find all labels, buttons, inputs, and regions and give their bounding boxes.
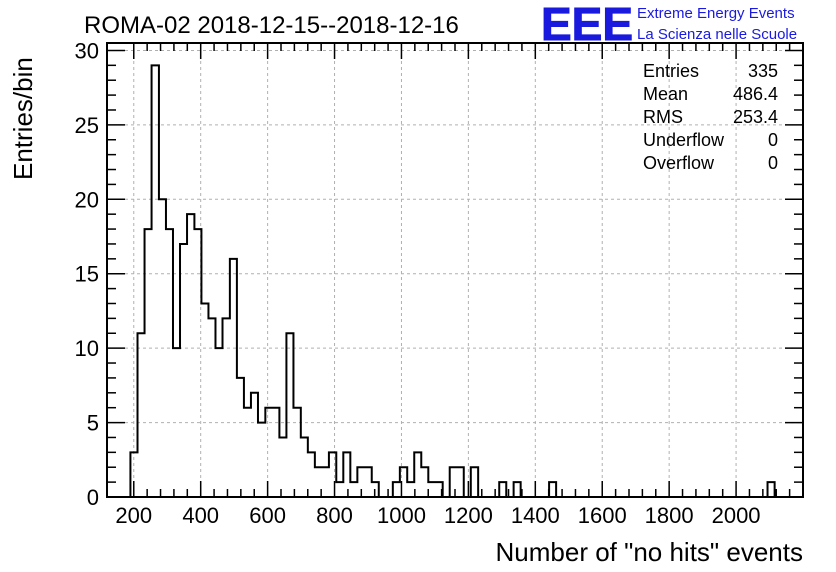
histogram-bin [159, 199, 166, 497]
histogram-bin [258, 423, 265, 497]
histogram-bin [223, 318, 230, 497]
histogram-bin [407, 482, 414, 497]
grid-lines [107, 43, 803, 497]
stats-label: Entries [643, 61, 699, 81]
histogram-bin [272, 408, 279, 497]
stats-label: Underflow [643, 130, 725, 150]
y-tick-label: 30 [75, 38, 99, 63]
stats-value: 0 [768, 130, 778, 150]
histogram-bin [144, 229, 151, 497]
y-axis-label: Entries/bin [8, 57, 38, 180]
y-tick-label: 15 [75, 262, 99, 287]
stats-value: 335 [748, 61, 778, 81]
x-tick-label: 1200 [444, 503, 493, 528]
x-axis-label: Number of "no hits" events [496, 537, 804, 567]
histogram-bin [244, 408, 251, 497]
y-tick-label: 25 [75, 113, 99, 138]
stats-value: 486.4 [733, 84, 778, 104]
histogram-bin [499, 482, 506, 497]
x-tick-label: 1400 [511, 503, 560, 528]
histogram-bin [308, 452, 315, 497]
histogram-bin [194, 229, 201, 497]
y-tick-label: 10 [75, 336, 99, 361]
x-tick-label: 1600 [578, 503, 627, 528]
histogram-bin [457, 467, 464, 497]
histogram-bin [237, 378, 244, 497]
x-tick-label: 1800 [645, 503, 694, 528]
histogram-bin [201, 303, 208, 497]
histogram-bin [350, 482, 357, 497]
x-tick-label: 1000 [377, 503, 426, 528]
histogram-bin [137, 333, 144, 497]
histogram-bin [265, 408, 272, 497]
y-tick-label: 5 [87, 411, 99, 436]
histogram-bin [294, 408, 301, 497]
stats-box: Entries 335 Mean 486.4 RMS 253.4 Underflow 0 Ove… [643, 61, 778, 173]
histogram-bin [187, 214, 194, 497]
x-tick-label: 600 [249, 503, 286, 528]
y-tick-label: 0 [87, 485, 99, 510]
histogram-bin [286, 333, 293, 497]
histogram-bin [393, 482, 400, 497]
logo-line-2: La Scienza nelle Scuole [637, 26, 797, 43]
histogram-bin [301, 437, 308, 497]
histogram-bin [322, 467, 329, 497]
histogram-bin [215, 348, 222, 497]
eee-logo-mark: EEE [541, 0, 633, 50]
histogram-bin [514, 482, 521, 497]
x-tick-label: 200 [115, 503, 152, 528]
stats-value: 0 [768, 153, 778, 173]
chart-title: ROMA-02 2018-12-15--2018-12-16 [84, 12, 459, 39]
histogram-bin [152, 65, 159, 497]
histogram-bin [230, 259, 237, 497]
stats-value: 253.4 [733, 107, 778, 127]
histogram-bin [421, 467, 428, 497]
histogram-bin [471, 467, 478, 497]
stats-label: Overflow [643, 153, 715, 173]
x-tick-label: 2000 [712, 503, 761, 528]
y-tick-label: 20 [75, 187, 99, 212]
histogram-bin [428, 482, 435, 497]
histogram-bin [549, 482, 556, 497]
tick-labels: 200 400 600 800 1000 1200 1400 1600 1800 2000 0 5 10… [75, 38, 761, 528]
histogram-bin [336, 482, 343, 497]
x-tick-label: 800 [316, 503, 353, 528]
x-tick-label: 400 [182, 503, 219, 528]
histogram-bin [768, 482, 775, 497]
histogram-bin [166, 229, 173, 497]
histogram-bin [343, 452, 350, 497]
histogram-bin [279, 437, 286, 497]
histogram-bin [251, 393, 258, 497]
stats-label: RMS [643, 107, 683, 127]
eee-logo: EEE Extreme Energy Events La Scienza nel… [541, 0, 798, 51]
stats-label: Mean [643, 84, 688, 104]
logo-line-1: Extreme Energy Events [637, 5, 795, 22]
histogram-bin [180, 244, 187, 497]
axis-ticks [107, 43, 803, 498]
histogram-bin [208, 318, 215, 497]
histogram-bin [173, 348, 180, 497]
histogram-bin [365, 467, 372, 497]
